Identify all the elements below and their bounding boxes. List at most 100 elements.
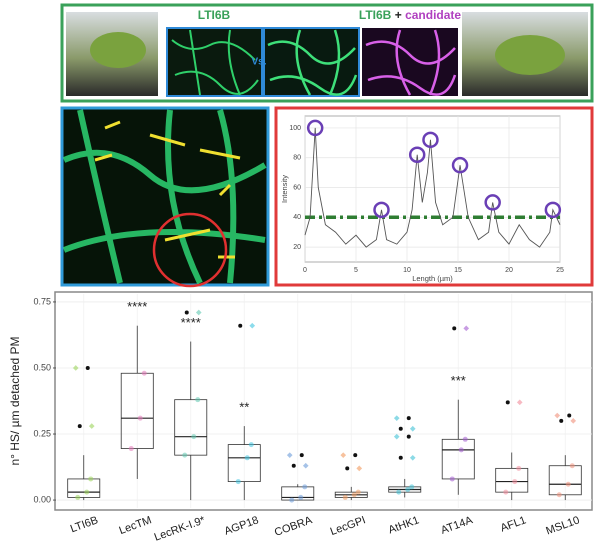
peak-marker [451,156,469,174]
outlier [567,413,572,418]
x-axis-label: Length (µm) [412,274,453,283]
x-tick-label: AT14A [439,514,475,537]
outlier-point [554,412,561,419]
outlier-point [195,309,202,316]
significance: ** [239,400,249,415]
median-point [191,434,197,440]
peak-marker [422,131,439,149]
y-tick-label: 100 [289,125,301,132]
outlier-point [409,454,416,461]
outlier-point [286,452,293,458]
outlier [398,455,403,460]
y-tick-label: 80 [293,155,301,162]
q-point [289,497,295,503]
x-tick-label: AGP18 [223,514,260,537]
significance: *** [451,373,466,388]
q-point [449,476,455,482]
x-tick-label: 0 [303,267,307,274]
outlier [406,416,411,421]
outlier-point [88,423,95,429]
median-point [84,489,90,495]
box [174,399,208,456]
x-tick-label: LecGPI [329,514,368,538]
x-tick-label: LecRK-I.9* [153,514,208,544]
membrane [62,109,267,285]
top-panel-frame [60,3,594,103]
box [281,486,315,501]
q-point [141,370,147,376]
highlight [94,120,241,259]
median-point [137,415,143,421]
y-tick-label: 40 [293,214,301,221]
x-tick-label: 15 [454,267,462,274]
y-tick-label: 0.25 [33,428,51,438]
outlier [291,463,296,468]
box [120,372,154,449]
label: LTI6B [198,8,231,22]
leaf [90,32,146,68]
x-tick-label: 20 [505,267,513,274]
significance: **** [181,315,201,330]
peak-marker [373,201,390,219]
outlier [345,466,350,471]
q-point [556,492,562,498]
outlier-point [393,433,400,440]
box [441,438,475,480]
q-point [396,489,402,495]
label-part: + [395,8,402,22]
micrograph [362,28,458,96]
x-tick-label: MSL10 [544,514,581,537]
label-part: candidate [405,8,461,22]
inset-plot-area [304,115,561,263]
outlier-point [72,365,79,371]
membrane [365,29,457,96]
outlier-point [302,462,309,469]
region-circle [152,212,228,288]
x-tick-label: 5 [354,267,358,274]
x-tick-label: LTI6B [69,514,100,535]
median-point [298,494,304,500]
q-point [248,442,254,448]
outlier [505,400,510,405]
label: LTI6B + candidate [359,8,461,22]
x-tick-label: 10 [403,267,411,274]
leaf [495,35,565,75]
y-tick-label: 60 [293,184,301,191]
membrane [171,29,259,96]
x-tick-label: LecTM [118,514,154,537]
median-point [244,455,250,461]
q-point [235,479,241,485]
x-tick-label: AtHK1 [387,514,421,536]
outlier-point [393,415,400,422]
x-tick-label: COBRA [273,514,314,539]
q-point [195,397,201,403]
outlier-point [356,465,363,472]
q-point [462,436,468,442]
box [548,465,582,496]
y-tick-label: 0.50 [33,362,51,372]
outlier-point [570,417,577,424]
outlier [398,426,403,431]
q-point [503,489,509,495]
outlier [184,310,189,315]
box [67,478,101,498]
q-point [409,484,415,490]
outlier [353,453,358,458]
outlier-point [463,325,470,332]
peak-marker [408,146,426,163]
outlier [452,326,457,331]
median-point [512,479,518,485]
micrograph [60,106,270,287]
outlier [85,365,90,370]
median-point [405,487,411,493]
label: Vs. [251,57,266,68]
box [227,444,261,482]
y-tick-label: 0.75 [33,296,51,306]
box [495,467,529,493]
q-point [88,476,94,482]
x-tick-label: AFL1 [499,514,528,534]
significance: **** [127,299,147,314]
outlier [238,323,243,328]
outlier [299,453,304,458]
outlier-point [249,322,256,329]
